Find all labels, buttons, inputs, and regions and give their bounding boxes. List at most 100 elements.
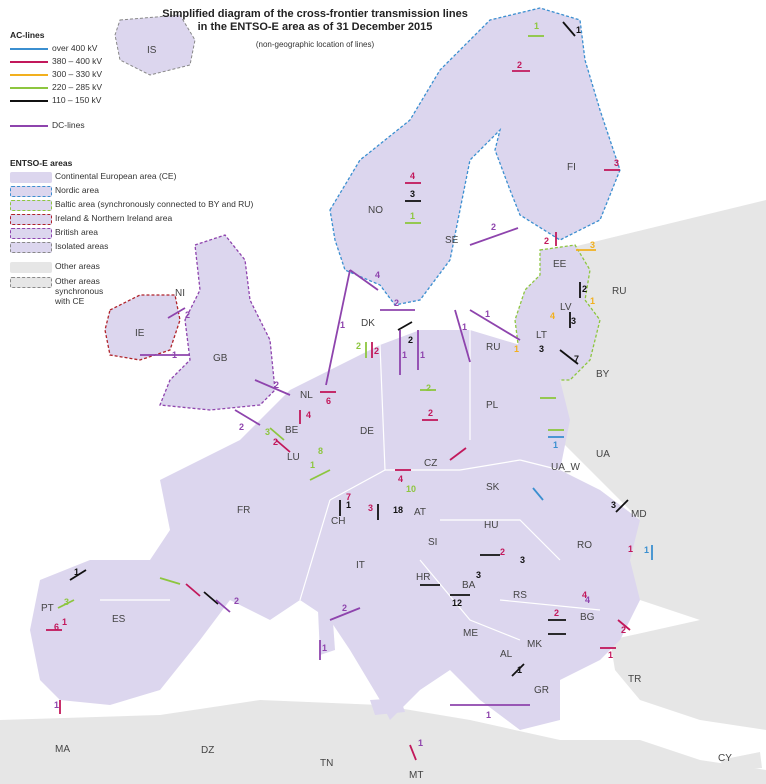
country-label: AL — [500, 649, 513, 660]
country-label: SI — [428, 537, 438, 548]
country-label: CZ — [424, 458, 438, 469]
ac-line — [69, 569, 87, 581]
legend-label-ce: Continental European area (CE) — [55, 171, 177, 181]
country-label: BA — [462, 580, 476, 591]
line-count: 1 — [485, 309, 491, 319]
country-label: BG — [580, 612, 595, 623]
line-count: 1 — [340, 320, 346, 330]
legend-label-ireland: Ireland & Northern Ireland area — [55, 213, 173, 223]
country-label: TR — [628, 674, 642, 685]
line-count: 3 — [611, 500, 617, 510]
dc-line — [234, 409, 261, 426]
country-label: UA_W — [551, 462, 580, 473]
line-count: 1 — [534, 21, 540, 31]
line-count: 4 — [550, 311, 556, 321]
line-count: 3 — [368, 503, 374, 513]
country-label: RS — [513, 590, 527, 601]
legend-label-other: Other areas — [55, 261, 100, 271]
legend-box-nordic — [10, 186, 52, 197]
country-label: LV — [560, 302, 572, 313]
legend-box-isolated — [10, 242, 52, 253]
country-label: NO — [368, 205, 383, 216]
country-borders — [100, 330, 601, 641]
country-label: SK — [486, 482, 500, 493]
country-label: HU — [484, 520, 499, 531]
map-title: Simplified diagram of the cross-frontier… — [150, 8, 480, 34]
ac-line — [559, 349, 579, 365]
line-count: 1 — [628, 544, 634, 554]
dc-line — [469, 309, 521, 341]
legend-label-dc: DC-lines — [52, 120, 85, 130]
country-label: NL — [300, 390, 313, 401]
line-count: 4 — [582, 590, 588, 600]
country-label: UA — [596, 449, 610, 460]
line-count: 2 — [273, 437, 279, 447]
country-label: MA — [55, 744, 70, 755]
turkey-shape — [610, 615, 766, 730]
country-label: DE — [360, 426, 374, 437]
country-label: TN — [320, 758, 334, 769]
legend-label-300-330: 300 – 330 kV — [52, 69, 103, 79]
line-count: 12 — [452, 598, 463, 608]
title-line-1: Simplified diagram of the cross-frontier… — [162, 8, 468, 20]
legend-box-british — [10, 228, 52, 239]
line-count: 3 — [64, 597, 70, 607]
line-count: 1 — [74, 567, 80, 577]
line-count: 3 — [265, 427, 271, 437]
line-count: 3 — [539, 344, 545, 354]
country-label: BE — [285, 425, 299, 436]
line-count: 1 — [346, 500, 352, 510]
line-count: 3 — [520, 555, 526, 565]
dc-line — [254, 379, 291, 396]
line-count: 18 — [393, 505, 404, 515]
country-label: IT — [356, 560, 365, 571]
line-count: 4 — [306, 410, 312, 420]
line-count: 2 — [582, 284, 588, 294]
line-count: 3 — [590, 240, 596, 250]
ac-line — [269, 427, 285, 441]
legend-label-over400: over 400 kV — [52, 43, 98, 53]
country-label: ME — [463, 628, 478, 639]
legend-swatch-300-330 — [10, 74, 48, 76]
line-count: 7 — [346, 492, 352, 502]
line-count: 3 — [571, 316, 577, 326]
country-label: MD — [631, 509, 647, 520]
country-label: MK — [527, 639, 542, 650]
legend-box-other — [10, 262, 52, 273]
country-label: CH — [331, 516, 346, 527]
line-count: 2 — [394, 298, 400, 308]
nordic-area-shape — [329, 7, 621, 306]
british-area-shape — [159, 234, 276, 411]
country-label: MT — [409, 770, 424, 781]
line-count: 1 — [402, 350, 408, 360]
legend-swatch-380-400 — [10, 61, 48, 63]
country-label: DK — [361, 318, 375, 329]
legend-swatch-220-285 — [10, 87, 48, 89]
ireland-area-shape — [104, 294, 181, 361]
legend-box-baltic — [10, 200, 52, 211]
line-count: 3 — [614, 158, 620, 168]
legend-label-baltic: Baltic area (synchronously connected to … — [55, 199, 254, 209]
country-label: FR — [237, 505, 251, 516]
line-count: 10 — [406, 484, 417, 494]
line-count: 1 — [514, 344, 520, 354]
legend-swatch-over400 — [10, 48, 48, 50]
legend-label-other-sync: Other areas synchronous with CE — [55, 276, 104, 306]
ac-line — [203, 591, 219, 605]
ac-line — [449, 447, 467, 461]
legend-box-ireland — [10, 214, 52, 225]
country-label: CY — [718, 753, 732, 764]
legend-box-ce — [10, 172, 52, 183]
legend-label-380-400: 380 – 400 kV — [52, 56, 103, 66]
country-label: PL — [486, 400, 499, 411]
line-count: 2 — [554, 608, 560, 618]
line-count: 4 — [410, 171, 416, 181]
line-count: 1 — [608, 650, 614, 660]
ac-line — [511, 663, 525, 677]
dc-line — [409, 744, 417, 761]
line-count: 1 — [576, 25, 582, 35]
legend-swatch-dc — [10, 125, 48, 127]
line-count: 1 — [590, 296, 596, 306]
